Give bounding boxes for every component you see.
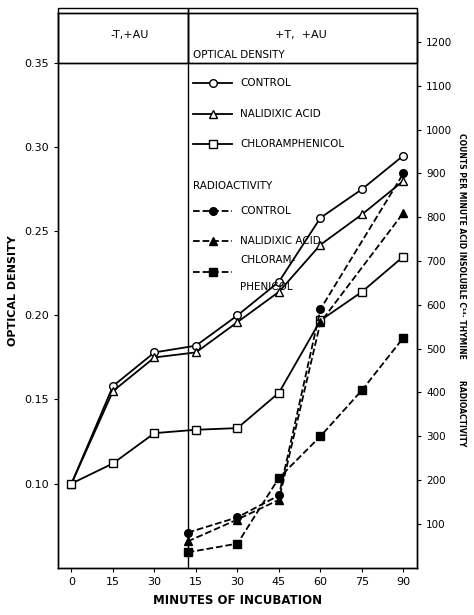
Text: OPTICAL DENSITY: OPTICAL DENSITY (193, 50, 285, 60)
Text: RADIOACTIVITY: RADIOACTIVITY (193, 181, 273, 191)
Text: CHLORAMPHENICOL: CHLORAMPHENICOL (240, 139, 344, 149)
Bar (58, 7, 188, 63)
Bar (188, 7, 417, 63)
Text: NALIDIXIC ACID: NALIDIXIC ACID (240, 236, 321, 247)
Y-axis label: OPTICAL DENSITY: OPTICAL DENSITY (9, 235, 18, 346)
Text: +T,  +AU: +T, +AU (275, 30, 327, 39)
Text: CONTROL: CONTROL (240, 78, 291, 89)
Y-axis label: COUNTS PER MINUTE ACID INSOLUBLE C¹⁴· THYMINE        RADIOACTIVITY: COUNTS PER MINUTE ACID INSOLUBLE C¹⁴· TH… (456, 133, 465, 447)
Text: CONTROL: CONTROL (240, 206, 291, 216)
Text: PHENICOL: PHENICOL (240, 282, 293, 292)
Text: CHLORAM-: CHLORAM- (240, 255, 295, 265)
X-axis label: MINUTES OF INCUBATION: MINUTES OF INCUBATION (153, 593, 322, 606)
Text: NALIDIXIC ACID: NALIDIXIC ACID (240, 109, 321, 119)
Text: -T,+AU: -T,+AU (110, 30, 149, 39)
